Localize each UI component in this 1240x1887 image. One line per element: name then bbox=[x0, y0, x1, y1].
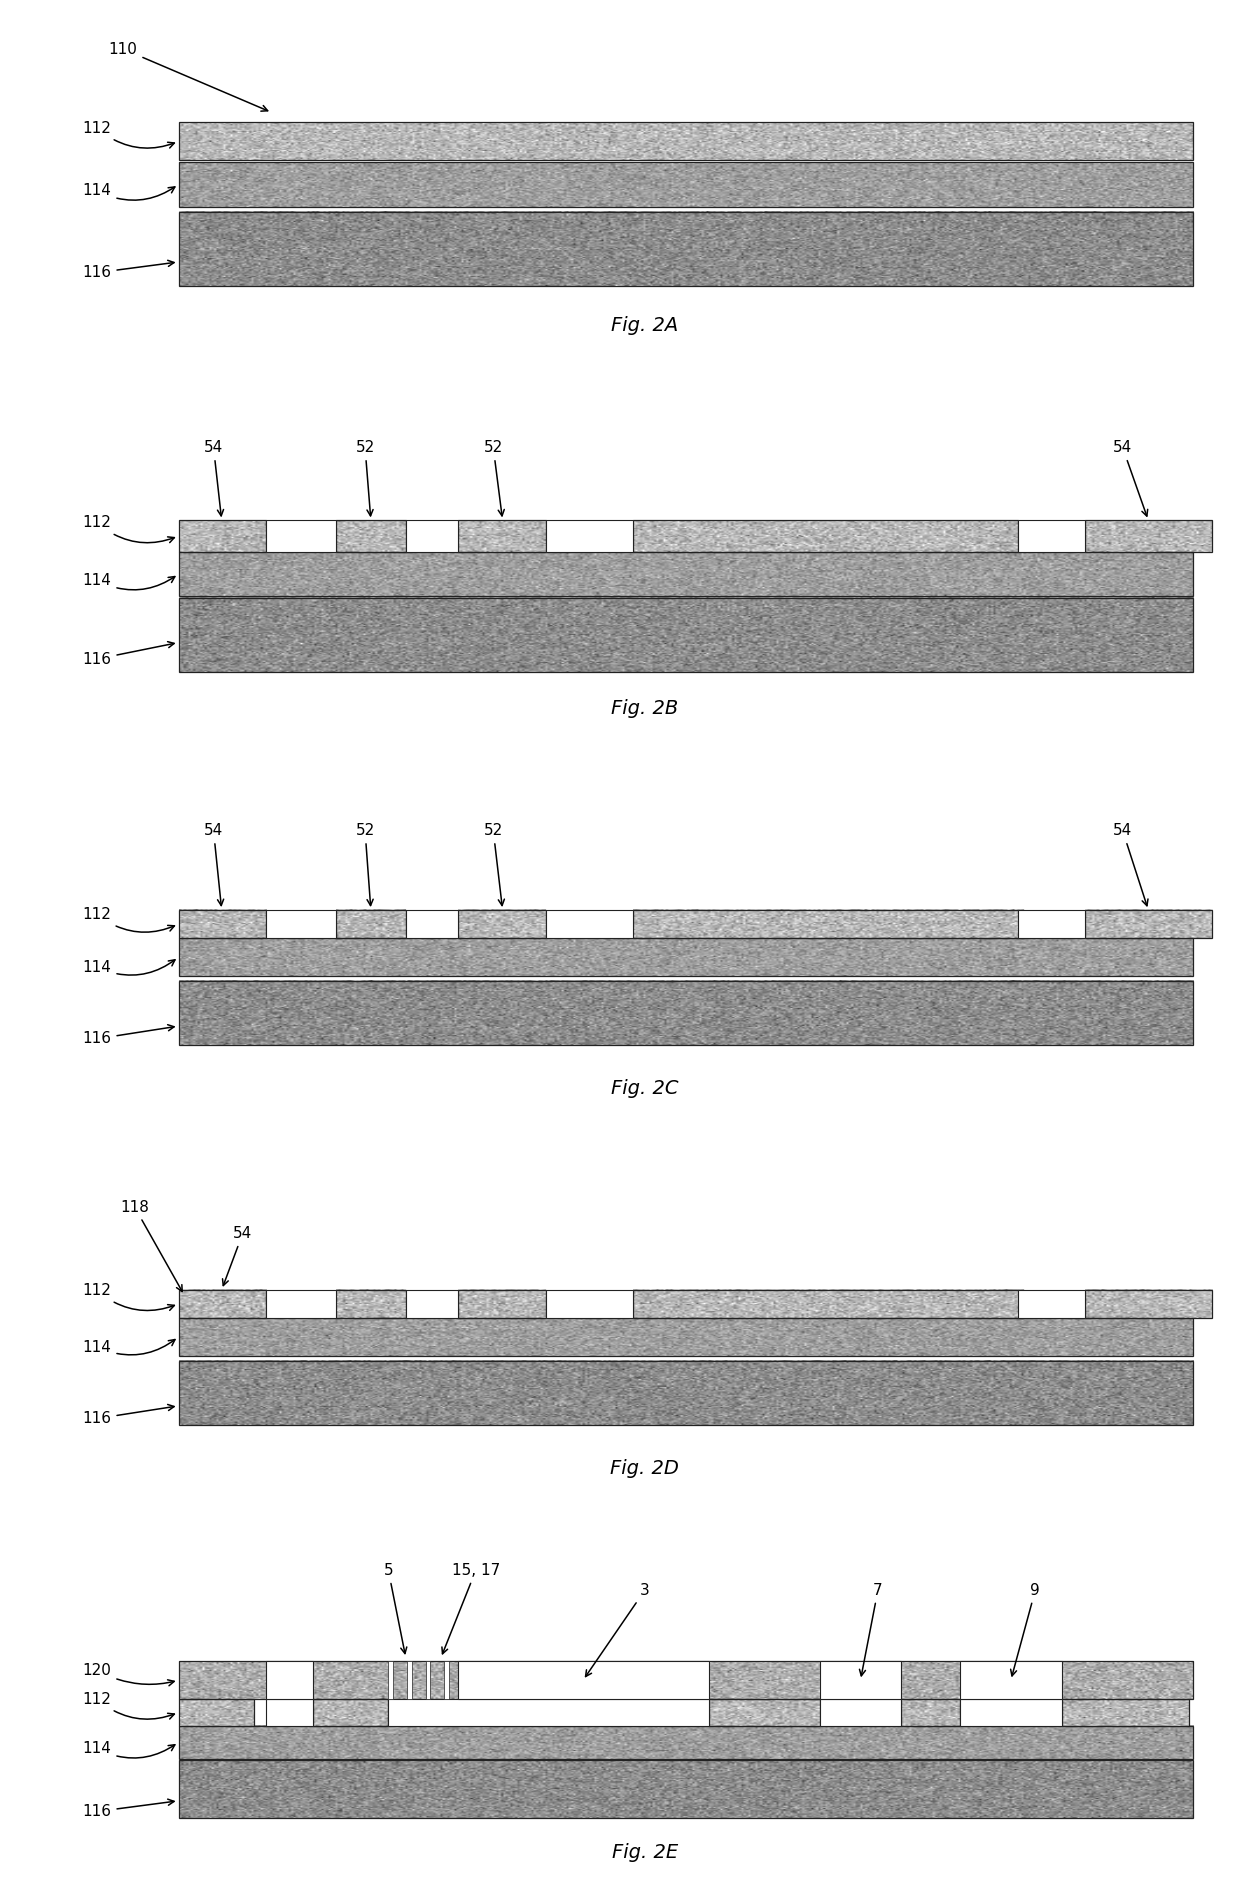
Text: 112: 112 bbox=[83, 908, 175, 932]
Text: 116: 116 bbox=[83, 1798, 174, 1819]
Bar bbox=[179, 981, 1193, 1045]
Bar bbox=[388, 1700, 709, 1727]
Bar bbox=[179, 123, 1193, 160]
Text: 112: 112 bbox=[83, 1283, 175, 1310]
Bar bbox=[388, 1661, 393, 1700]
Bar bbox=[312, 1700, 388, 1727]
Text: 110: 110 bbox=[109, 42, 268, 111]
Bar bbox=[179, 162, 1193, 206]
Bar bbox=[179, 1661, 1193, 1700]
Text: 120: 120 bbox=[83, 1662, 174, 1685]
Text: 15, 17: 15, 17 bbox=[441, 1562, 500, 1653]
Bar bbox=[265, 910, 336, 938]
Bar bbox=[1085, 521, 1213, 551]
Bar bbox=[179, 1727, 1193, 1759]
Text: 114: 114 bbox=[83, 960, 175, 976]
Bar bbox=[336, 1291, 405, 1317]
Text: 52: 52 bbox=[356, 440, 374, 515]
Bar bbox=[634, 521, 1018, 551]
Text: Fig. 2E: Fig. 2E bbox=[611, 1844, 678, 1862]
Bar bbox=[1085, 1291, 1213, 1317]
Text: 52: 52 bbox=[484, 823, 505, 906]
Text: 112: 112 bbox=[83, 515, 175, 543]
Text: 112: 112 bbox=[83, 121, 175, 147]
Bar bbox=[634, 910, 1023, 938]
Text: 3: 3 bbox=[585, 1583, 650, 1676]
Text: 114: 114 bbox=[83, 1340, 175, 1355]
Bar bbox=[336, 521, 405, 551]
Text: 114: 114 bbox=[83, 183, 175, 200]
Bar bbox=[459, 910, 546, 938]
Text: 5: 5 bbox=[383, 1562, 407, 1653]
Text: 54: 54 bbox=[203, 823, 223, 906]
Text: 116: 116 bbox=[83, 260, 174, 279]
Text: 52: 52 bbox=[356, 823, 374, 906]
Text: 116: 116 bbox=[83, 642, 174, 666]
Bar bbox=[179, 1291, 265, 1317]
Bar bbox=[820, 1661, 901, 1700]
Bar bbox=[546, 1291, 634, 1317]
Text: 114: 114 bbox=[83, 574, 175, 591]
Bar bbox=[179, 598, 1193, 672]
Bar bbox=[265, 521, 336, 551]
Bar bbox=[336, 910, 405, 938]
Bar bbox=[546, 910, 634, 938]
Bar bbox=[1018, 910, 1085, 938]
Bar bbox=[179, 938, 1193, 976]
Text: 116: 116 bbox=[83, 1404, 174, 1427]
Bar bbox=[1018, 1291, 1085, 1317]
Bar bbox=[407, 1661, 412, 1700]
Text: 54: 54 bbox=[203, 440, 223, 515]
Bar bbox=[405, 1291, 459, 1317]
Bar bbox=[405, 521, 459, 551]
Bar bbox=[179, 1700, 254, 1727]
Bar bbox=[820, 1700, 901, 1727]
Bar bbox=[405, 910, 459, 938]
Bar bbox=[179, 1317, 1193, 1355]
Text: 116: 116 bbox=[83, 1025, 174, 1045]
Bar bbox=[960, 1700, 1063, 1727]
Bar bbox=[425, 1661, 430, 1700]
Text: Fig. 2B: Fig. 2B bbox=[611, 698, 678, 719]
Text: Fig. 2A: Fig. 2A bbox=[611, 315, 678, 336]
Bar bbox=[1085, 910, 1213, 938]
Text: 114: 114 bbox=[83, 1742, 175, 1759]
Text: 7: 7 bbox=[859, 1583, 883, 1676]
Text: 54: 54 bbox=[1114, 823, 1148, 906]
Text: 54: 54 bbox=[222, 1227, 252, 1285]
Bar bbox=[901, 1700, 960, 1727]
Text: Fig. 2D: Fig. 2D bbox=[610, 1459, 680, 1478]
Bar bbox=[709, 1700, 820, 1727]
Text: Fig. 2C: Fig. 2C bbox=[611, 1079, 678, 1098]
Bar bbox=[459, 521, 546, 551]
Bar bbox=[546, 521, 634, 551]
Text: 52: 52 bbox=[484, 440, 505, 515]
Bar bbox=[179, 1361, 1193, 1425]
Bar bbox=[960, 1661, 1063, 1700]
Bar bbox=[265, 1700, 312, 1727]
Bar bbox=[1063, 1700, 1189, 1727]
Text: 9: 9 bbox=[1011, 1583, 1040, 1676]
Bar bbox=[459, 1661, 709, 1700]
Text: 112: 112 bbox=[83, 1693, 175, 1719]
Bar bbox=[265, 1661, 312, 1700]
Bar bbox=[1018, 521, 1085, 551]
Bar bbox=[179, 1761, 1193, 1819]
Bar bbox=[634, 1291, 1023, 1317]
Bar bbox=[179, 910, 265, 938]
Text: 118: 118 bbox=[120, 1200, 182, 1291]
Text: 54: 54 bbox=[1114, 440, 1148, 517]
Bar bbox=[265, 1291, 336, 1317]
Bar bbox=[179, 211, 1193, 287]
Bar bbox=[179, 551, 1193, 596]
Bar bbox=[179, 521, 265, 551]
Bar bbox=[459, 1291, 546, 1317]
Bar bbox=[444, 1661, 449, 1700]
